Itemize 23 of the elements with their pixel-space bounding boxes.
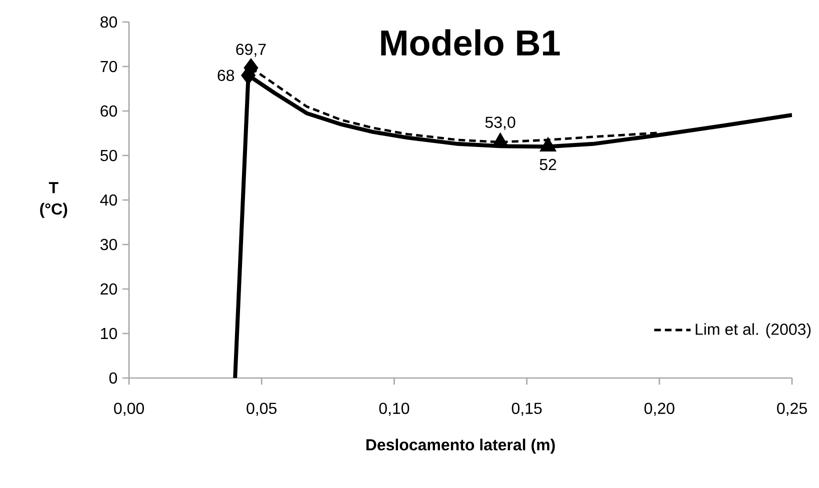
annotation: 69,7 <box>236 44 266 57</box>
annotation: 53,0 <box>485 116 516 130</box>
y-tick-label: 0 <box>109 372 118 384</box>
legend-label: Lim et al. (2003) <box>696 323 811 338</box>
y-tick-label: 10 <box>101 328 118 340</box>
y-tick-label: 50 <box>100 150 118 162</box>
y-axis-title: T (°C) <box>40 182 68 218</box>
y-tick-label: 80 <box>100 16 118 28</box>
x-tick-label: 0,15 <box>512 402 542 416</box>
y-tick-label: 40 <box>100 194 118 206</box>
chart-title: Modelo B1 <box>381 29 560 56</box>
y-tick-label: 20 <box>100 283 118 295</box>
y-tick-label: 70 <box>100 60 118 72</box>
x-tick-label: 0,00 <box>114 402 144 416</box>
x-axis-title: Deslocamento lateral (m) <box>366 438 555 454</box>
annotation: 52 <box>540 158 556 170</box>
x-tick-label: 0,20 <box>644 402 674 416</box>
x-tick-label: 0,05 <box>246 402 276 416</box>
annotation: 68 <box>218 70 234 82</box>
y-tick-label: 60 <box>100 105 118 117</box>
x-tick-label: 0,25 <box>777 402 807 416</box>
y-tick-label: 30 <box>100 238 118 250</box>
x-tick-label: 0,10 <box>379 402 410 416</box>
